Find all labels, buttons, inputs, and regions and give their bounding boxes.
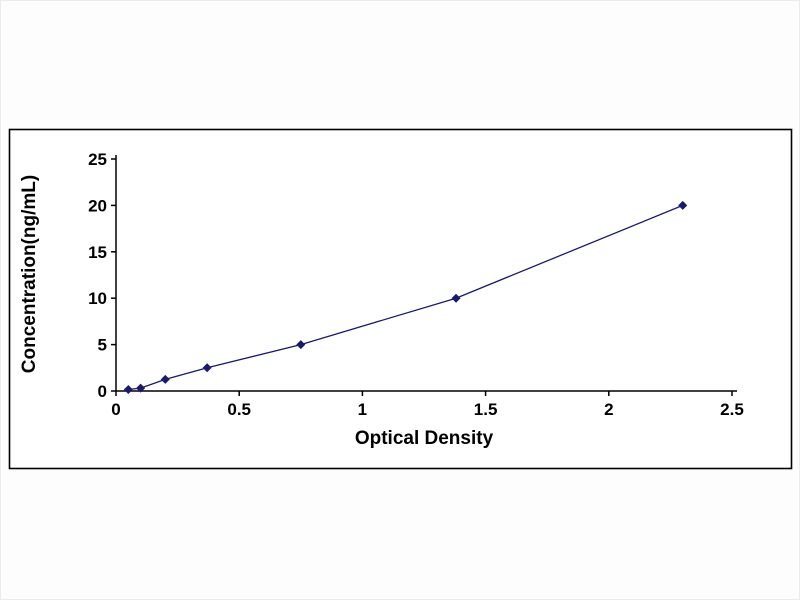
axes: 0 0.5 1 1.5 2 2.5 0 5 10 15 20 25 xyxy=(88,150,744,419)
data-point-marker xyxy=(123,385,133,395)
x-tick-label: 1 xyxy=(358,400,367,419)
y-axis-title: Concentration(ng/mL) xyxy=(19,175,40,373)
x-tick-label: 1.5 xyxy=(474,400,498,419)
y-tick-label: 10 xyxy=(88,289,107,308)
data-point-marker xyxy=(202,363,212,373)
data-point-marker xyxy=(160,374,170,384)
x-tick-label: 2.5 xyxy=(720,400,744,419)
y-tick-label: 5 xyxy=(98,336,107,355)
y-tick-label: 20 xyxy=(88,196,107,215)
data-point-marker xyxy=(296,340,306,350)
y-tick-label: 0 xyxy=(98,382,107,401)
chart-frame xyxy=(8,128,793,470)
x-tick-label: 2 xyxy=(604,400,613,419)
data-point-marker xyxy=(678,200,688,210)
data-point-marker xyxy=(136,383,146,393)
x-tick-label: 0.5 xyxy=(227,400,251,419)
y-tick-label: 25 xyxy=(88,150,107,169)
x-axis-title: Optical Density xyxy=(355,428,494,449)
data-point-marker xyxy=(451,293,461,303)
x-tick-label: 0 xyxy=(111,400,120,419)
y-tick-label: 15 xyxy=(88,243,107,262)
series-group xyxy=(123,200,688,395)
